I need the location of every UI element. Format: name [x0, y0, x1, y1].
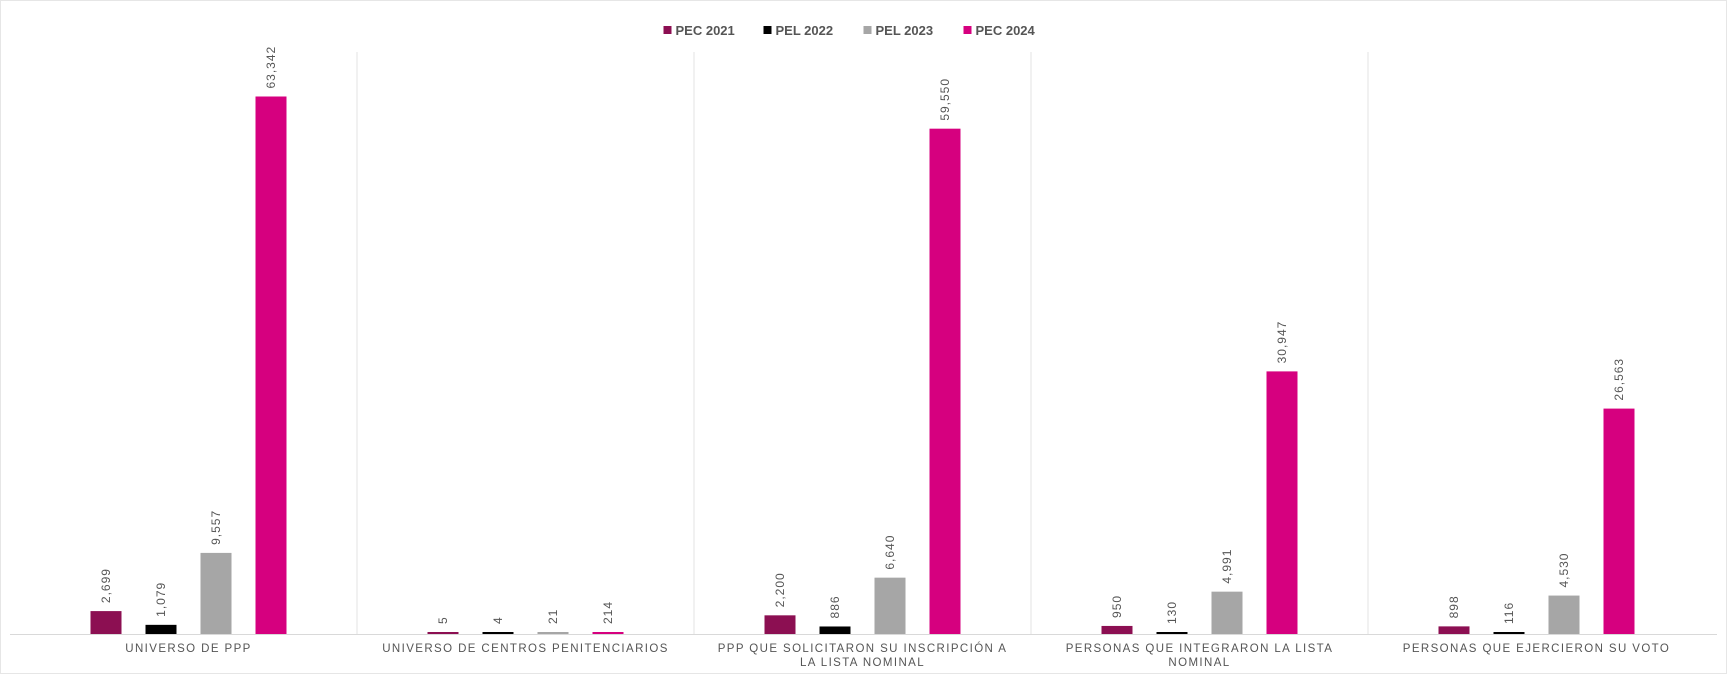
bar-3-1: [1156, 632, 1188, 634]
bar-3-2: [1211, 591, 1243, 634]
bar-2-1: [819, 626, 851, 634]
bar-1-1: [482, 632, 514, 634]
bar-2-3: [929, 128, 961, 634]
bar-2-2: [874, 577, 906, 634]
legend-swatch-2: [863, 26, 872, 34]
value-label-3-1: 130: [1165, 601, 1179, 624]
bar-1-2: [537, 632, 569, 634]
bar-0-1: [145, 624, 177, 634]
bar-4-1: [1493, 632, 1525, 634]
bar-4-0: [1438, 626, 1470, 634]
value-label-1-1: 4: [491, 616, 505, 624]
bar-4-3: [1603, 408, 1635, 634]
value-label-0-1: 1,079: [154, 582, 168, 617]
value-label-0-0: 2,699: [99, 568, 113, 603]
bar-3-0: [1101, 625, 1133, 634]
category-label-2-1: LA LISTA NOMINAL: [800, 657, 925, 669]
category-label-1-0: UNIVERSO DE CENTROS PENITENCIARIOS: [382, 643, 669, 655]
value-labels: 2,699 1,079 9,557 63,342 5 4 21 214 2,200 886 6,64…: [99, 46, 1626, 624]
legend-swatch-0: [663, 26, 672, 34]
value-label-1-3: 214: [601, 601, 615, 624]
value-label-4-2: 4,530: [1557, 553, 1571, 588]
value-label-1-2: 21: [546, 609, 560, 624]
value-label-3-3: 30,947: [1275, 321, 1289, 364]
category-labels: UNIVERSO DE PPP UNIVERSO DE CENTROS PENIT…: [125, 642, 1670, 669]
value-label-0-2: 9,557: [209, 510, 223, 545]
value-label-2-3: 59,550: [938, 78, 952, 121]
bar-0-0: [90, 611, 122, 634]
category-label-3-1: NOMINAL: [1168, 657, 1230, 669]
bar-4-2: [1548, 595, 1580, 634]
value-label-4-1: 116: [1502, 602, 1516, 624]
legend-label-0: PEC 2021: [676, 23, 735, 38]
value-label-2-2: 6,640: [883, 535, 897, 570]
legend-label-3: PEC 2024: [976, 23, 1036, 38]
value-label-1-0: 5: [436, 616, 450, 624]
bar-3-3: [1266, 371, 1298, 634]
value-label-4-3: 26,563: [1612, 358, 1626, 401]
bar-1-0: [427, 632, 459, 634]
legend-swatch-1: [763, 26, 772, 34]
value-label-4-0: 898: [1447, 595, 1461, 618]
bar-0-3: [255, 96, 287, 635]
category-dividers: [356, 52, 1369, 634]
legend: PEC 2021 PEL 2022 PEL 2023 PEC 2024: [663, 23, 1036, 38]
legend-label-2: PEL 2023: [876, 23, 934, 38]
category-label-3-0: PERSONAS QUE INTEGRARON LA LISTA: [1066, 643, 1334, 655]
value-label-3-0: 950: [1110, 595, 1124, 618]
bar-0-2: [200, 552, 232, 634]
value-label-0-3: 63,342: [264, 46, 278, 89]
category-label-4-0: PERSONAS QUE EJERCIERON SU VOTO: [1403, 643, 1670, 655]
bar-1-3: [592, 632, 624, 634]
legend-label-1: PEL 2022: [776, 23, 834, 38]
bars: [90, 96, 1635, 635]
bar-2-0: [764, 615, 796, 634]
category-label-2-0: PPP QUE SOLICITARON SU INSCRIPCIÓN A: [718, 642, 1008, 655]
value-label-3-2: 4,991: [1220, 549, 1234, 584]
value-label-2-0: 2,200: [773, 572, 787, 607]
legend-swatch-3: [963, 26, 972, 34]
category-label-0-0: UNIVERSO DE PPP: [125, 643, 251, 655]
value-label-2-1: 886: [828, 595, 842, 618]
